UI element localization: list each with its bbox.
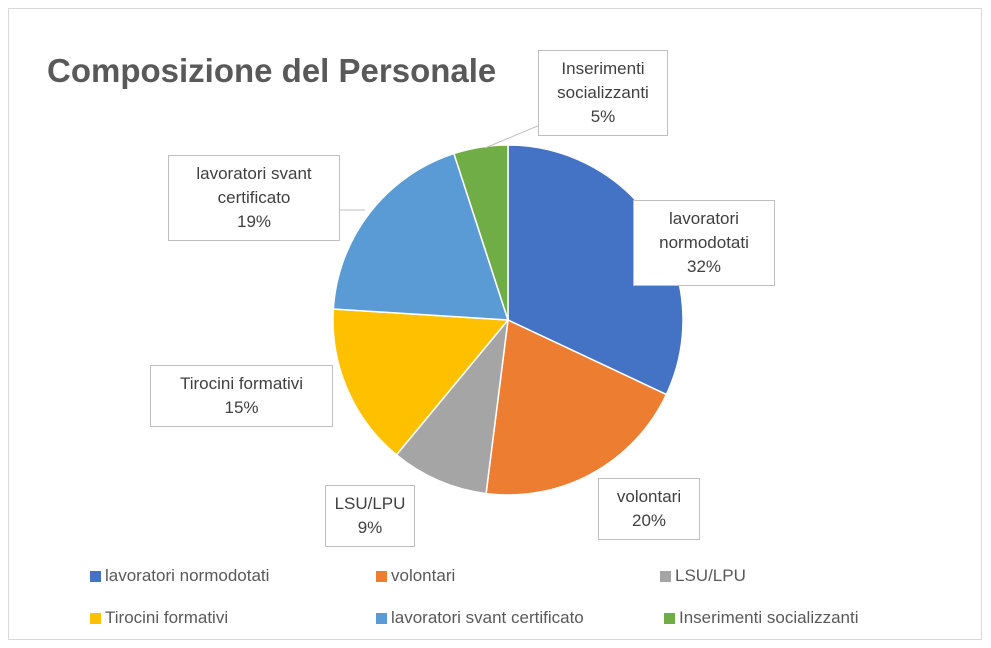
leader-line [484, 124, 541, 149]
legend-swatch [90, 570, 101, 582]
data-label: Inserimenti socializzanti 5% [538, 50, 668, 136]
data-label-category: volontari [616, 487, 682, 506]
legend-swatch [376, 612, 387, 624]
data-label-value: 19% [236, 212, 272, 231]
data-label-value: 15% [224, 398, 259, 417]
legend-item: volontari [376, 566, 455, 586]
legend-swatch [660, 570, 671, 582]
pie-slice [485, 318, 668, 496]
pie-slice [395, 317, 510, 495]
legend-label: LSU/LPU [675, 566, 746, 585]
data-label-value: 32% [686, 257, 722, 276]
data-label: LSU/LPU 9% [325, 485, 415, 547]
legend-item: Inserimenti socializzanti [664, 608, 859, 628]
legend-label: Tirocini formativi [105, 608, 229, 627]
legend-swatch [90, 612, 101, 624]
data-label-category: Tirocini formativi [179, 374, 304, 393]
data-label: lavoratori normodotati 32% [633, 200, 775, 286]
legend-swatch [376, 570, 387, 582]
legend-label: lavoratori normodotati [105, 566, 270, 585]
pie-slice [332, 308, 510, 456]
pie-slice [452, 144, 509, 321]
data-label-category: LSU/LPU [334, 494, 406, 513]
data-label-category: lavoratori normodotati [659, 209, 749, 252]
legend-swatch [664, 612, 675, 624]
data-label: Tirocini formativi 15% [150, 365, 333, 427]
legend-label: Inserimenti socializzanti [679, 608, 859, 627]
data-label-category: Inserimenti socializzanti [557, 59, 649, 102]
data-label: volontari 20% [598, 478, 700, 540]
legend-item: lavoratori svant certificato [376, 608, 584, 628]
legend-label: lavoratori svant certificato [391, 608, 584, 627]
legend-label: volontari [391, 566, 456, 585]
chart-title: Composizione del Personale [47, 52, 497, 89]
data-label-value: 9% [357, 518, 383, 537]
data-label: lavoratori svant certificato 19% [168, 155, 340, 241]
pie-slice [332, 152, 510, 321]
legend-item: LSU/LPU [660, 566, 746, 586]
legend-item: Tirocini formativi [90, 608, 228, 628]
data-label-category: lavoratori svant certificato [196, 164, 312, 207]
legend-item: lavoratori normodotati [90, 566, 269, 586]
data-label-value: 20% [631, 511, 667, 530]
data-label-value: 5% [590, 107, 616, 126]
